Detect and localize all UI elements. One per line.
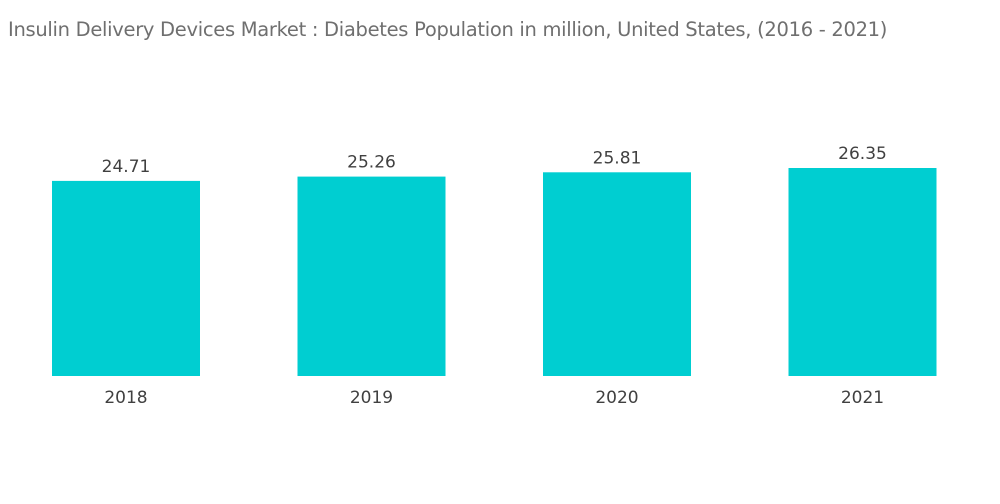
value-label-2021: 26.35	[838, 144, 887, 164]
x-tick-label-2018: 2018	[104, 388, 147, 408]
bar-2020	[543, 172, 691, 376]
chart-title: Insulin Delivery Devices Market : Diabet…	[8, 18, 888, 41]
bar-2021	[788, 168, 937, 376]
value-label-2020: 25.81	[593, 148, 642, 168]
bar-2019	[297, 176, 446, 376]
x-tick-label-2019: 2019	[350, 388, 393, 408]
x-axis-tick-labels: 2018 2019 2020 2021	[104, 388, 884, 408]
x-tick-label-2020: 2020	[595, 388, 638, 408]
value-label-2019: 25.26	[347, 153, 396, 173]
bar-2018	[52, 180, 200, 376]
value-label-2018: 24.71	[102, 157, 151, 177]
value-labels-layer: 24.71 25.26 25.81 26.35	[102, 144, 887, 177]
bars-layer	[52, 168, 937, 376]
x-tick-label-2021: 2021	[841, 388, 884, 408]
